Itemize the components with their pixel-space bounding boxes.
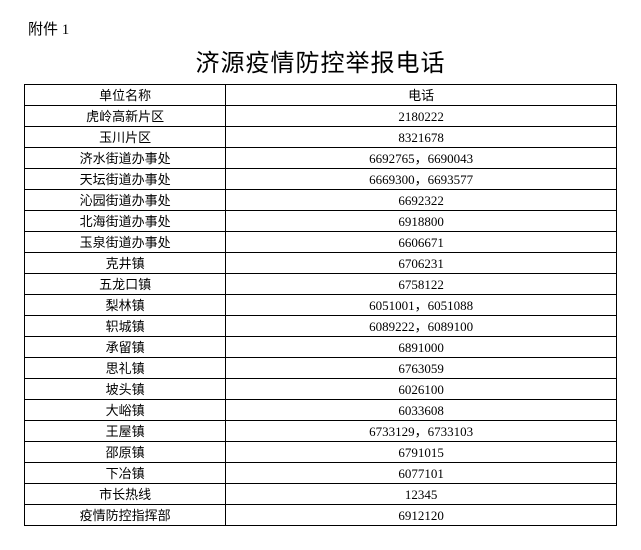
cell-unit: 天坛街道办事处: [25, 169, 226, 190]
cell-phone: 6692322: [226, 190, 617, 211]
table-row: 下冶镇6077101: [25, 463, 617, 484]
table-row: 承留镇6891000: [25, 337, 617, 358]
cell-unit: 轵城镇: [25, 316, 226, 337]
table-row: 济水街道办事处6692765，6690043: [25, 148, 617, 169]
col-header-phone: 电话: [226, 85, 617, 106]
table-row: 五龙口镇6758122: [25, 274, 617, 295]
table-body: 虎岭高新片区2180222玉川片区8321678济水街道办事处6692765，6…: [25, 106, 617, 526]
cell-unit: 王屋镇: [25, 421, 226, 442]
cell-phone: 6669300，6693577: [226, 169, 617, 190]
cell-phone: 6763059: [226, 358, 617, 379]
cell-phone: 6026100: [226, 379, 617, 400]
cell-unit: 五龙口镇: [25, 274, 226, 295]
phone-table: 单位名称 电话 虎岭高新片区2180222玉川片区8321678济水街道办事处6…: [24, 84, 617, 526]
cell-unit: 下冶镇: [25, 463, 226, 484]
cell-phone: 6077101: [226, 463, 617, 484]
table-row: 轵城镇6089222，6089100: [25, 316, 617, 337]
table-row: 玉川片区8321678: [25, 127, 617, 148]
cell-unit: 虎岭高新片区: [25, 106, 226, 127]
col-header-unit: 单位名称: [25, 85, 226, 106]
table-row: 疫情防控指挥部6912120: [25, 505, 617, 526]
cell-phone: 6912120: [226, 505, 617, 526]
cell-unit: 玉川片区: [25, 127, 226, 148]
table-row: 沁园街道办事处6692322: [25, 190, 617, 211]
cell-unit: 济水街道办事处: [25, 148, 226, 169]
attachment-label: 附件 1: [28, 18, 617, 39]
table-row: 虎岭高新片区2180222: [25, 106, 617, 127]
cell-phone: 6033608: [226, 400, 617, 421]
cell-unit: 疫情防控指挥部: [25, 505, 226, 526]
table-row: 思礼镇6763059: [25, 358, 617, 379]
cell-unit: 承留镇: [25, 337, 226, 358]
cell-unit: 沁园街道办事处: [25, 190, 226, 211]
cell-unit: 邵原镇: [25, 442, 226, 463]
table-row: 玉泉街道办事处6606671: [25, 232, 617, 253]
cell-phone: 6706231: [226, 253, 617, 274]
cell-phone: 6733129，6733103: [226, 421, 617, 442]
table-row: 梨林镇6051001，6051088: [25, 295, 617, 316]
cell-unit: 思礼镇: [25, 358, 226, 379]
cell-phone: 6918800: [226, 211, 617, 232]
table-row: 坡头镇6026100: [25, 379, 617, 400]
cell-unit: 坡头镇: [25, 379, 226, 400]
cell-unit: 大峪镇: [25, 400, 226, 421]
table-row: 克井镇6706231: [25, 253, 617, 274]
table-row: 市长热线12345: [25, 484, 617, 505]
cell-phone: 12345: [226, 484, 617, 505]
cell-unit: 梨林镇: [25, 295, 226, 316]
table-row: 北海街道办事处6918800: [25, 211, 617, 232]
table-row: 王屋镇6733129，6733103: [25, 421, 617, 442]
cell-phone: 6051001，6051088: [226, 295, 617, 316]
cell-phone: 8321678: [226, 127, 617, 148]
cell-phone: 6891000: [226, 337, 617, 358]
cell-phone: 6606671: [226, 232, 617, 253]
cell-unit: 克井镇: [25, 253, 226, 274]
page-title: 济源疫情防控举报电话: [24, 43, 617, 78]
cell-phone: 6758122: [226, 274, 617, 295]
table-header-row: 单位名称 电话: [25, 85, 617, 106]
table-row: 邵原镇6791015: [25, 442, 617, 463]
table-row: 天坛街道办事处6669300，6693577: [25, 169, 617, 190]
table-row: 大峪镇6033608: [25, 400, 617, 421]
cell-phone: 2180222: [226, 106, 617, 127]
cell-phone: 6791015: [226, 442, 617, 463]
cell-unit: 北海街道办事处: [25, 211, 226, 232]
cell-unit: 玉泉街道办事处: [25, 232, 226, 253]
cell-phone: 6089222，6089100: [226, 316, 617, 337]
cell-phone: 6692765，6690043: [226, 148, 617, 169]
cell-unit: 市长热线: [25, 484, 226, 505]
